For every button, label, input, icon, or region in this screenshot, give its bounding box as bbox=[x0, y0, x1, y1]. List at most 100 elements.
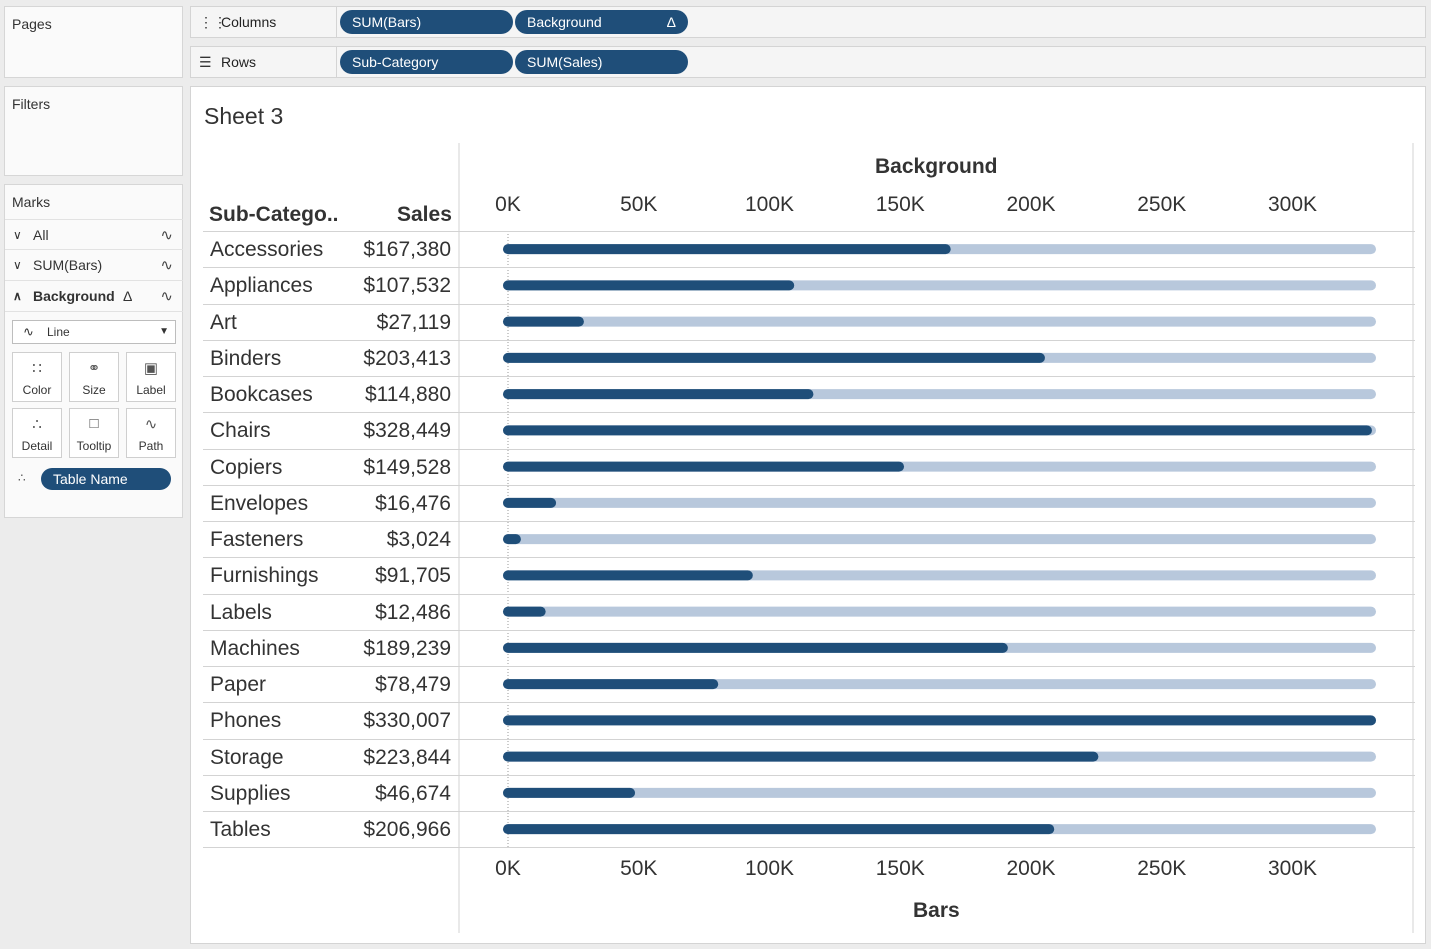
x-tick-label-top: 150K bbox=[875, 193, 925, 216]
marks-row-all[interactable]: ∨ All ∿ bbox=[5, 219, 183, 250]
filters-panel[interactable]: Filters bbox=[4, 86, 183, 176]
x-tick-label-bottom: 200K bbox=[1006, 857, 1056, 880]
x-tick-label-bottom: 100K bbox=[744, 857, 795, 880]
path-button-label: Path bbox=[138, 439, 164, 453]
category-label[interactable]: Paper bbox=[210, 673, 267, 696]
sales-value[interactable]: $78,479 bbox=[375, 673, 451, 696]
line-mark-icon: ∿ bbox=[23, 324, 34, 339]
size-button[interactable]: ⚭ Size bbox=[69, 352, 119, 402]
sales-value[interactable]: $149,528 bbox=[363, 455, 451, 479]
category-label[interactable]: Appliances bbox=[210, 274, 313, 298]
row-divider bbox=[203, 738, 1415, 740]
sales-value[interactable]: $167,380 bbox=[363, 238, 451, 261]
category-label[interactable]: Tables bbox=[210, 818, 271, 841]
down-chevron-icon: ∨ bbox=[13, 258, 22, 272]
delta-icon: Δ bbox=[666, 14, 676, 30]
x-tick-label-top: 200K bbox=[1006, 193, 1056, 216]
mark-type-dropdown[interactable]: ∿ Line ▼ bbox=[12, 320, 176, 344]
sales-value[interactable]: $206,966 bbox=[363, 818, 451, 841]
table-name-pill[interactable]: Table Name bbox=[41, 468, 171, 490]
detail-button[interactable]: ∴ Detail bbox=[12, 408, 62, 458]
size-icon: ⚭ bbox=[87, 360, 101, 377]
sales-value[interactable]: $46,674 bbox=[375, 781, 451, 805]
row-divider bbox=[203, 557, 1415, 559]
category-label[interactable]: Furnishings bbox=[210, 564, 319, 588]
label-button[interactable]: ▣ Label bbox=[126, 352, 176, 402]
detail-dots-icon: ∴ bbox=[18, 471, 26, 485]
category-label[interactable]: Art bbox=[210, 310, 237, 334]
category-label[interactable]: Accessories bbox=[210, 238, 324, 261]
category-label[interactable]: Supplies bbox=[210, 781, 291, 805]
pill-sub-category[interactable]: Sub-Category bbox=[340, 50, 513, 74]
sales-value[interactable]: $16,476 bbox=[375, 491, 451, 515]
header-sales[interactable]: Sales bbox=[397, 203, 452, 226]
category-label[interactable]: Machines bbox=[210, 636, 300, 660]
line-mark-icon: ∿ bbox=[160, 257, 173, 274]
category-label[interactable]: Labels bbox=[210, 600, 272, 624]
tooltip-button[interactable]: □ Tooltip bbox=[69, 408, 119, 458]
x-tick-label-bottom: 0K bbox=[495, 857, 521, 880]
sheet-title: Sheet 3 bbox=[204, 103, 284, 129]
header-sub-category[interactable]: Sub-Catego.. bbox=[209, 203, 339, 226]
up-chevron-icon: ∧ bbox=[13, 289, 22, 303]
rows-label-text: Rows bbox=[221, 54, 257, 70]
color-button-label: Color bbox=[22, 383, 52, 397]
row-divider bbox=[203, 811, 1415, 812]
category-label[interactable]: Fasteners bbox=[210, 528, 304, 551]
sales-value[interactable]: $330,007 bbox=[363, 709, 451, 733]
row-divider bbox=[203, 629, 1415, 631]
marks-row-background[interactable]: ∧ Background Δ ∿ bbox=[5, 281, 183, 312]
sales-value[interactable]: $107,532 bbox=[363, 274, 451, 298]
columns-shelf[interactable]: ⋮⋮ Columns SUM(Bars) Background Δ bbox=[190, 6, 1426, 38]
color-button[interactable]: ∷ Color bbox=[12, 352, 62, 402]
sheet-view[interactable]: Sheet 3 Background Sub-Catego.. Sales Ba… bbox=[190, 86, 1426, 944]
columns-shelf-label: ⋮⋮ Columns bbox=[191, 7, 337, 37]
category-label[interactable]: Storage bbox=[210, 745, 284, 769]
category-label[interactable]: Bookcases bbox=[210, 383, 313, 406]
bar-chart bbox=[458, 143, 1414, 933]
detail-dots-icon: ∴ bbox=[32, 416, 42, 433]
pill-label: Background bbox=[527, 14, 602, 30]
sales-value[interactable]: $12,486 bbox=[375, 600, 451, 624]
x-tick-label-bottom: 50K bbox=[620, 857, 658, 880]
sales-value[interactable]: $3,024 bbox=[386, 528, 451, 551]
rows-shelf-label: ☰ Rows bbox=[191, 47, 337, 77]
sales-value[interactable]: $114,880 bbox=[364, 383, 451, 406]
sales-value[interactable]: $27,119 bbox=[376, 310, 451, 334]
pill-label: SUM(Sales) bbox=[527, 54, 603, 70]
category-label[interactable]: Phones bbox=[210, 709, 282, 733]
row-divider bbox=[203, 702, 1415, 704]
label-button-label: Label bbox=[136, 383, 166, 397]
pill-label: Sub-Category bbox=[352, 54, 439, 70]
row-divider bbox=[203, 303, 1415, 305]
pages-label: Pages bbox=[12, 16, 52, 32]
marks-card: Marks ∨ All ∿ ∨ SUM(Bars) ∿ ∧ Background… bbox=[4, 184, 183, 518]
rows-shelf[interactable]: ☰ Rows Sub-Category SUM(Sales) bbox=[190, 46, 1426, 78]
pill-sum-sales[interactable]: SUM(Sales) bbox=[515, 50, 688, 74]
tooltip-button-label: Tooltip bbox=[76, 439, 112, 453]
line-mark-icon: ∿ bbox=[160, 227, 173, 244]
sales-value[interactable]: $223,844 bbox=[363, 745, 451, 769]
delta-icon: Δ bbox=[123, 288, 133, 304]
sales-value[interactable]: $328,449 bbox=[363, 419, 451, 443]
row-divider bbox=[203, 339, 1415, 341]
row-divider bbox=[203, 666, 1415, 667]
category-label[interactable]: Envelopes bbox=[210, 491, 309, 515]
row-divider bbox=[203, 231, 1415, 232]
x-tick-label-top: 250K bbox=[1137, 193, 1187, 216]
pill-sum-bars[interactable]: SUM(Bars) bbox=[340, 10, 513, 34]
path-button[interactable]: ∿ Path bbox=[126, 408, 176, 458]
category-label[interactable]: Chairs bbox=[210, 419, 271, 443]
filters-label: Filters bbox=[12, 96, 51, 112]
sales-value[interactable]: $203,413 bbox=[363, 346, 451, 370]
x-tick-label-top: 300K bbox=[1267, 193, 1318, 216]
sales-value[interactable]: $91,705 bbox=[375, 564, 451, 588]
label-icon: ▣ bbox=[143, 360, 159, 377]
category-label[interactable]: Copiers bbox=[210, 455, 283, 479]
pill-background[interactable]: Background Δ bbox=[515, 10, 688, 34]
sales-value[interactable]: $189,239 bbox=[363, 636, 451, 660]
marks-row-sum-bars[interactable]: ∨ SUM(Bars) ∿ bbox=[5, 250, 183, 281]
pages-panel[interactable]: Pages bbox=[4, 6, 183, 78]
columns-label-text: Columns bbox=[221, 14, 277, 30]
category-label[interactable]: Binders bbox=[210, 346, 282, 370]
